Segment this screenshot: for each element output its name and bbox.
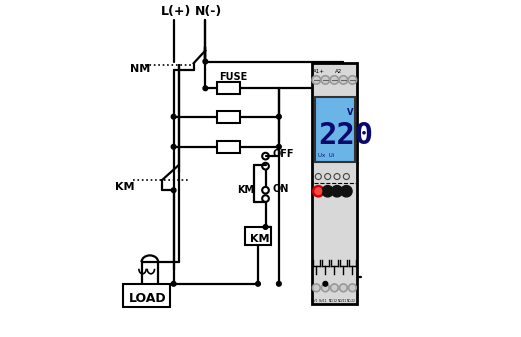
Circle shape: [313, 186, 324, 197]
Circle shape: [277, 281, 281, 286]
Circle shape: [339, 75, 348, 84]
Circle shape: [330, 75, 339, 84]
Circle shape: [203, 86, 208, 91]
Text: KM: KM: [250, 234, 269, 244]
Circle shape: [171, 114, 176, 119]
Circle shape: [341, 285, 346, 290]
Text: Co/11: Co/11: [319, 299, 328, 303]
Text: NO/21: NO/21: [338, 299, 346, 303]
Circle shape: [348, 75, 357, 84]
Circle shape: [341, 77, 346, 83]
Circle shape: [323, 285, 328, 290]
Text: NC/12: NC/12: [328, 299, 337, 303]
Circle shape: [350, 77, 355, 83]
Circle shape: [277, 114, 281, 119]
Circle shape: [331, 186, 343, 197]
Text: NM: NM: [130, 64, 151, 73]
Circle shape: [322, 77, 328, 83]
Circle shape: [339, 284, 348, 292]
Circle shape: [312, 284, 320, 292]
Text: OFF: OFF: [273, 150, 294, 159]
Circle shape: [321, 284, 329, 292]
Text: KM: KM: [237, 185, 254, 194]
Text: V: V: [347, 108, 353, 117]
Circle shape: [322, 186, 333, 197]
Circle shape: [314, 285, 319, 290]
Circle shape: [277, 145, 281, 149]
Text: NO/1: NO/1: [311, 299, 318, 303]
Text: A1+: A1+: [313, 69, 325, 74]
Text: LOAD: LOAD: [129, 292, 167, 305]
Circle shape: [330, 284, 338, 292]
Text: ON: ON: [273, 184, 289, 193]
Circle shape: [349, 284, 356, 292]
Circle shape: [321, 75, 330, 84]
Circle shape: [332, 77, 337, 83]
Bar: [245, 227, 270, 245]
FancyBboxPatch shape: [312, 63, 357, 304]
Circle shape: [171, 145, 176, 149]
Bar: [123, 284, 170, 307]
Circle shape: [203, 59, 208, 64]
Circle shape: [315, 188, 321, 194]
Circle shape: [312, 75, 320, 84]
Text: NC/22: NC/22: [346, 299, 355, 303]
Circle shape: [341, 186, 352, 197]
Text: N(-): N(-): [195, 5, 222, 18]
Text: KM: KM: [115, 182, 134, 192]
Bar: [217, 82, 241, 94]
Circle shape: [171, 188, 176, 192]
Circle shape: [171, 281, 176, 286]
Text: FUSE: FUSE: [219, 72, 247, 82]
Bar: [217, 111, 241, 123]
Text: A2: A2: [334, 69, 342, 74]
FancyBboxPatch shape: [315, 97, 355, 162]
Text: Ux  Ui: Ux Ui: [318, 153, 334, 158]
Circle shape: [314, 77, 319, 83]
Circle shape: [256, 281, 260, 286]
Circle shape: [332, 285, 337, 290]
Circle shape: [323, 281, 328, 286]
Bar: [217, 141, 241, 153]
Text: L(+): L(+): [161, 5, 191, 18]
Text: 220: 220: [318, 121, 373, 150]
Circle shape: [263, 225, 268, 229]
Circle shape: [350, 285, 355, 290]
